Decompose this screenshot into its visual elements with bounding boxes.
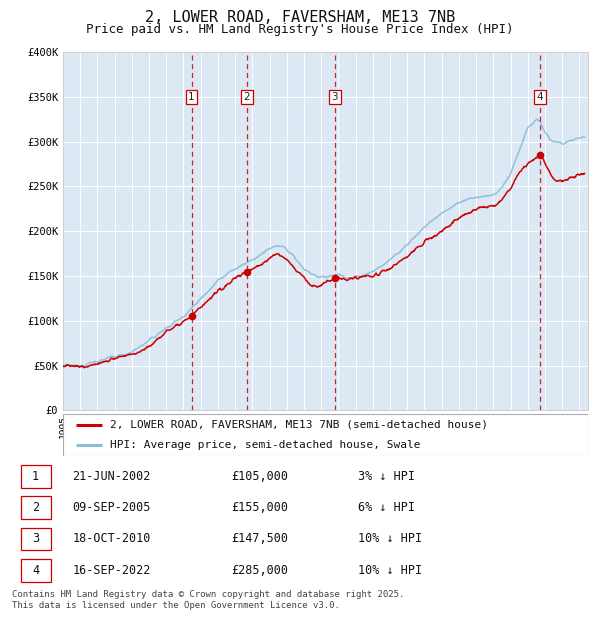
- Text: 3: 3: [32, 533, 39, 546]
- FancyBboxPatch shape: [20, 559, 50, 582]
- Text: £285,000: £285,000: [231, 564, 288, 577]
- Text: 21-JUN-2002: 21-JUN-2002: [73, 470, 151, 483]
- Text: 4: 4: [32, 564, 39, 577]
- Text: 3: 3: [332, 92, 338, 102]
- Text: 6% ↓ HPI: 6% ↓ HPI: [358, 501, 415, 514]
- Text: 16-SEP-2022: 16-SEP-2022: [73, 564, 151, 577]
- FancyBboxPatch shape: [63, 414, 588, 456]
- Text: 2, LOWER ROAD, FAVERSHAM, ME13 7NB (semi-detached house): 2, LOWER ROAD, FAVERSHAM, ME13 7NB (semi…: [110, 420, 488, 430]
- Text: 2, LOWER ROAD, FAVERSHAM, ME13 7NB: 2, LOWER ROAD, FAVERSHAM, ME13 7NB: [145, 10, 455, 25]
- Text: 2: 2: [244, 92, 250, 102]
- Text: Contains HM Land Registry data © Crown copyright and database right 2025.
This d: Contains HM Land Registry data © Crown c…: [12, 590, 404, 609]
- Text: 10% ↓ HPI: 10% ↓ HPI: [358, 533, 422, 546]
- Text: 09-SEP-2005: 09-SEP-2005: [73, 501, 151, 514]
- Text: 3% ↓ HPI: 3% ↓ HPI: [358, 470, 415, 483]
- Text: £105,000: £105,000: [231, 470, 288, 483]
- FancyBboxPatch shape: [20, 497, 50, 519]
- Text: 4: 4: [536, 92, 543, 102]
- Text: 1: 1: [32, 470, 39, 483]
- Text: 10% ↓ HPI: 10% ↓ HPI: [358, 564, 422, 577]
- Text: HPI: Average price, semi-detached house, Swale: HPI: Average price, semi-detached house,…: [110, 440, 421, 450]
- Text: £155,000: £155,000: [231, 501, 288, 514]
- Text: £147,500: £147,500: [231, 533, 288, 546]
- Text: Price paid vs. HM Land Registry's House Price Index (HPI): Price paid vs. HM Land Registry's House …: [86, 23, 514, 36]
- Text: 1: 1: [188, 92, 195, 102]
- FancyBboxPatch shape: [20, 465, 50, 487]
- FancyBboxPatch shape: [20, 528, 50, 550]
- Text: 18-OCT-2010: 18-OCT-2010: [73, 533, 151, 546]
- Text: 2: 2: [32, 501, 39, 514]
